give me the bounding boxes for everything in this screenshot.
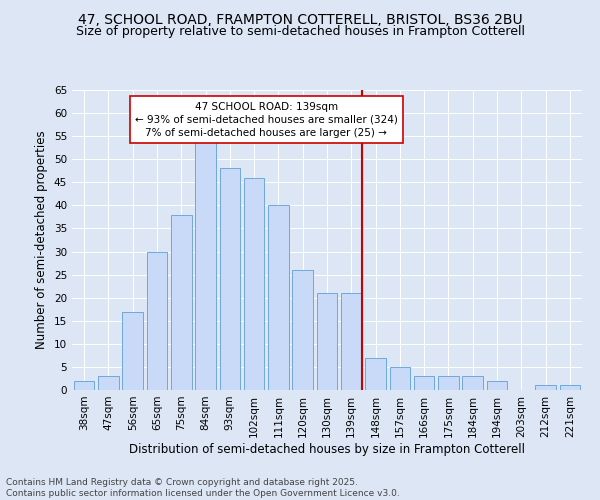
Bar (268, 206, 289, 390)
Bar (171, 214, 191, 390)
Bar (98, 376, 119, 390)
Bar (146, 252, 167, 390)
Bar (463, 376, 483, 390)
X-axis label: Distribution of semi-detached houses by size in Frampton Cotterell: Distribution of semi-detached houses by … (129, 442, 525, 456)
Bar (74, 381, 94, 390)
Bar (341, 293, 362, 390)
Bar (122, 312, 143, 390)
Bar (220, 168, 240, 390)
Bar (560, 386, 580, 390)
Bar (487, 381, 508, 390)
Text: Contains HM Land Registry data © Crown copyright and database right 2025.
Contai: Contains HM Land Registry data © Crown c… (6, 478, 400, 498)
Bar (244, 178, 265, 390)
Bar (414, 376, 434, 390)
Text: 47, SCHOOL ROAD, FRAMPTON COTTERELL, BRISTOL, BS36 2BU: 47, SCHOOL ROAD, FRAMPTON COTTERELL, BRI… (77, 12, 523, 26)
Text: Size of property relative to semi-detached houses in Frampton Cotterell: Size of property relative to semi-detach… (76, 25, 524, 38)
Bar (195, 141, 216, 390)
Bar (438, 376, 459, 390)
Y-axis label: Number of semi-detached properties: Number of semi-detached properties (35, 130, 49, 350)
Bar (317, 293, 337, 390)
Bar (535, 386, 556, 390)
Bar (389, 367, 410, 390)
Bar (365, 358, 386, 390)
Text: 47 SCHOOL ROAD: 139sqm
← 93% of semi-detached houses are smaller (324)
7% of sem: 47 SCHOOL ROAD: 139sqm ← 93% of semi-det… (135, 102, 398, 138)
Bar (292, 270, 313, 390)
